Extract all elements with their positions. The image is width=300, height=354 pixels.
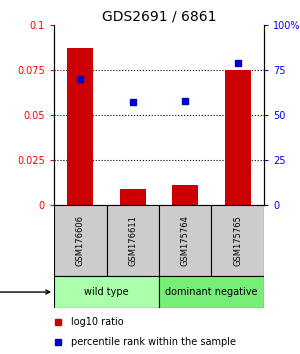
Bar xyxy=(159,205,211,276)
Bar xyxy=(67,48,93,205)
Text: dominant negative: dominant negative xyxy=(165,287,258,297)
Bar xyxy=(172,185,198,205)
Text: percentile rank within the sample: percentile rank within the sample xyxy=(71,337,236,347)
Bar xyxy=(120,189,146,205)
Text: strain: strain xyxy=(0,287,50,297)
Bar xyxy=(225,70,251,205)
Bar xyxy=(54,276,159,308)
Bar xyxy=(159,276,264,308)
Text: GSM175764: GSM175764 xyxy=(181,215,190,266)
Text: log10 ratio: log10 ratio xyxy=(71,318,123,327)
Text: GSM176606: GSM176606 xyxy=(76,215,85,266)
Bar xyxy=(212,205,264,276)
Text: GSM175765: GSM175765 xyxy=(233,215,242,266)
Title: GDS2691 / 6861: GDS2691 / 6861 xyxy=(102,10,216,24)
Text: wild type: wild type xyxy=(84,287,129,297)
Bar xyxy=(54,205,106,276)
Text: GSM176611: GSM176611 xyxy=(128,215,137,266)
Bar xyxy=(106,205,159,276)
